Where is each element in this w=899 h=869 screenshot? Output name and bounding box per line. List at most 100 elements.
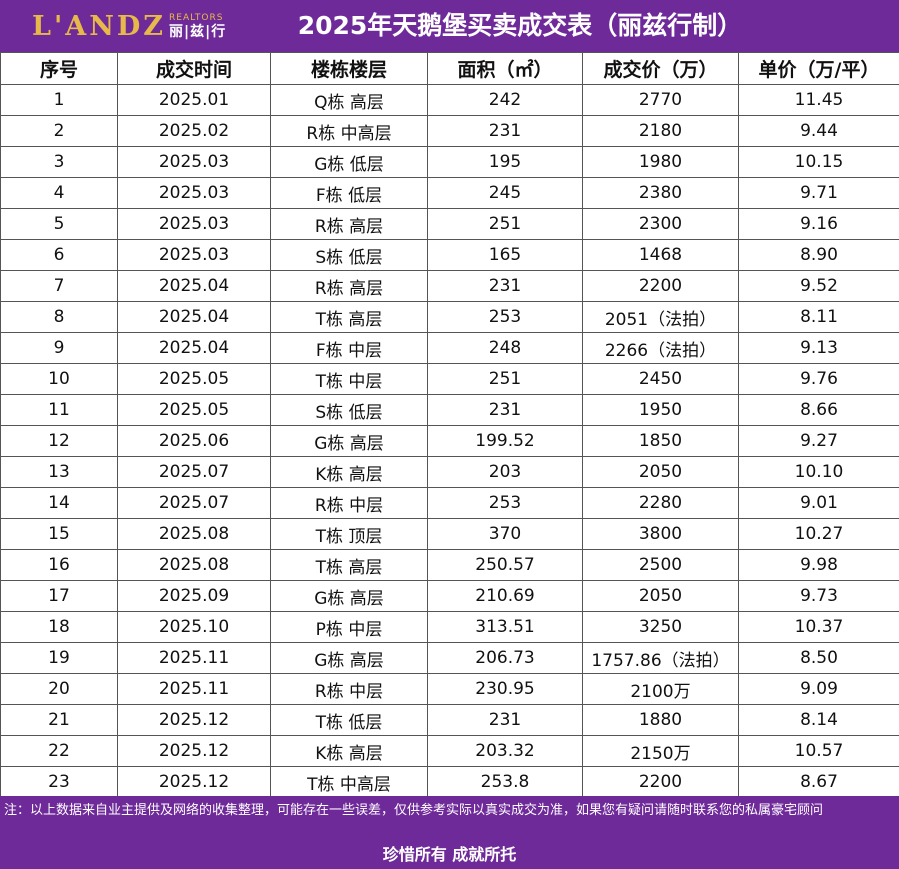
cell-date: 2025.06 [117,425,271,457]
cell-price: 2100万 [582,673,739,705]
cell-index: 10 [0,363,118,395]
cell-unit-price: 8.67 [738,766,899,798]
cell-building-floor: G栋 低层 [270,146,428,178]
cell-index: 22 [0,735,118,767]
cell-price: 2300 [582,208,739,240]
cell-price: 2051（法拍） [582,301,739,333]
cell-building-floor: T栋 高层 [270,549,428,581]
cell-building-floor: T栋 顶层 [270,518,428,550]
cell-date: 2025.11 [117,642,271,674]
column-header-building-floor: 楼栋楼层 [270,52,428,85]
footer-banner: 注：以上数据来自业主提供及网络的收集整理，可能存在一些误差，仅供参考实际以真实成… [0,796,899,869]
column-header-price: 成交价（万） [582,52,739,85]
table-row: 21 2025.12 T栋 低层 231 1880 8.14 [0,704,899,736]
cell-unit-price: 9.52 [738,270,899,302]
cell-date: 2025.12 [117,704,271,736]
cell-area: 203 [427,456,583,488]
cell-date: 2025.12 [117,766,271,798]
cell-building-floor: F栋 中层 [270,332,428,364]
cell-area: 248 [427,332,583,364]
cell-date: 2025.01 [117,84,271,116]
cell-price: 2150万 [582,735,739,767]
cell-date: 2025.11 [117,673,271,705]
cell-price: 2380 [582,177,739,209]
cell-area: 370 [427,518,583,550]
cell-price: 2050 [582,456,739,488]
cell-date: 2025.03 [117,239,271,271]
cell-date: 2025.10 [117,611,271,643]
cell-building-floor: Q栋 高层 [270,84,428,116]
cell-building-floor: T栋 高层 [270,301,428,333]
cell-building-floor: S栋 低层 [270,239,428,271]
cell-building-floor: F栋 低层 [270,177,428,209]
cell-price: 2280 [582,487,739,519]
cell-area: 251 [427,208,583,240]
header-banner: L'ANDZ REALTORS 丽|兹|行 2025年天鹅堡买卖成交表（丽兹行制… [0,0,899,52]
cell-unit-price: 10.15 [738,146,899,178]
cell-date: 2025.12 [117,735,271,767]
cell-building-floor: G栋 高层 [270,425,428,457]
cell-index: 19 [0,642,118,674]
cell-area: 195 [427,146,583,178]
cell-index: 20 [0,673,118,705]
cell-unit-price: 10.37 [738,611,899,643]
table-header-row: 序号 成交时间 楼栋楼层 面积（㎡） 成交价（万） 单价（万/平） [0,52,899,85]
cell-price: 1468 [582,239,739,271]
cell-area: 206.73 [427,642,583,674]
table-row: 10 2025.05 T栋 中层 251 2450 9.76 [0,363,899,395]
cell-area: 230.95 [427,673,583,705]
cell-area: 251 [427,363,583,395]
cell-unit-price: 10.27 [738,518,899,550]
table-row: 6 2025.03 S栋 低层 165 1468 8.90 [0,239,899,271]
cell-index: 8 [0,301,118,333]
cell-unit-price: 9.44 [738,115,899,147]
cell-area: 231 [427,394,583,426]
cell-price: 2050 [582,580,739,612]
table-row: 11 2025.05 S栋 低层 231 1950 8.66 [0,394,899,426]
cell-price: 2200 [582,270,739,302]
cell-price: 1850 [582,425,739,457]
logo-realtors-text: REALTORS [169,13,224,23]
table-row: 3 2025.03 G栋 低层 195 1980 10.15 [0,146,899,178]
cell-price: 1980 [582,146,739,178]
cell-index: 13 [0,456,118,488]
cell-date: 2025.08 [117,549,271,581]
cell-price: 3250 [582,611,739,643]
table-row: 12 2025.06 G栋 高层 199.52 1850 9.27 [0,425,899,457]
column-header-unit-price: 单价（万/平） [738,52,899,85]
cell-index: 16 [0,549,118,581]
cell-area: 253 [427,487,583,519]
cell-index: 1 [0,84,118,116]
cell-building-floor: S栋 低层 [270,394,428,426]
cell-date: 2025.05 [117,363,271,395]
cell-date: 2025.04 [117,332,271,364]
company-logo: L'ANDZ REALTORS 丽|兹|行 [32,10,226,42]
table-row: 23 2025.12 T栋 中高层 253.8 2200 8.67 [0,766,899,798]
cell-building-floor: R栋 中高层 [270,115,428,147]
cell-price: 2450 [582,363,739,395]
cell-price: 2266（法拍） [582,332,739,364]
table-row: 22 2025.12 K栋 高层 203.32 2150万 10.57 [0,735,899,767]
cell-date: 2025.07 [117,456,271,488]
cell-price: 3800 [582,518,739,550]
cell-date: 2025.08 [117,518,271,550]
cell-area: 245 [427,177,583,209]
table-row: 15 2025.08 T栋 顶层 370 3800 10.27 [0,518,899,550]
cell-area: 253.8 [427,766,583,798]
cell-area: 231 [427,704,583,736]
logo-chinese-name: 丽|兹|行 [169,24,227,40]
table-row: 18 2025.10 P栋 中层 313.51 3250 10.37 [0,611,899,643]
cell-date: 2025.02 [117,115,271,147]
cell-index: 7 [0,270,118,302]
cell-index: 18 [0,611,118,643]
table-body: 1 2025.01 Q栋 高层 242 2770 11.45 2 2025.02 R栋 中高层 2… [0,84,899,798]
table-row: 14 2025.07 R栋 中层 253 2280 9.01 [0,487,899,519]
cell-building-floor: G栋 高层 [270,642,428,674]
cell-unit-price: 9.73 [738,580,899,612]
cell-price: 1757.86（法拍） [582,642,739,674]
disclaimer-note: 注：以上数据来自业主提供及网络的收集整理，可能存在一些误差，仅供参考实际以真实成… [4,803,824,818]
column-header-area: 面积（㎡） [427,52,583,85]
cell-area: 231 [427,270,583,302]
cell-index: 4 [0,177,118,209]
cell-unit-price: 8.11 [738,301,899,333]
